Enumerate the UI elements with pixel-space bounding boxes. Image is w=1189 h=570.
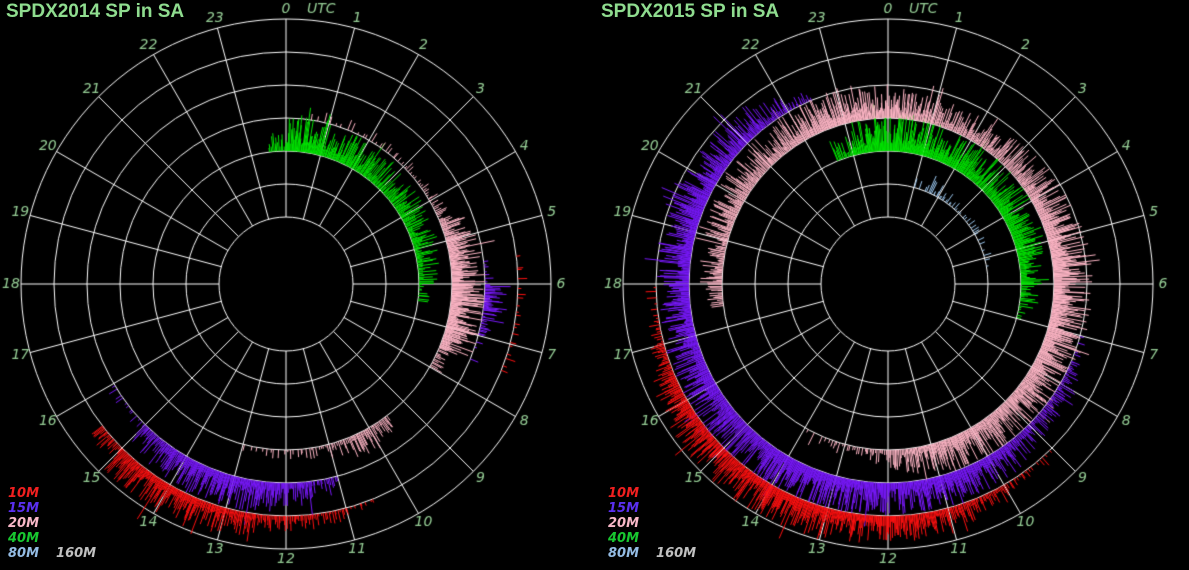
- legend-item-80m: 80M: [8, 546, 39, 561]
- legend-row: 80M 160M: [8, 546, 96, 561]
- legend-row: 80M 160M: [608, 546, 696, 561]
- legend-item-20m: 20M: [608, 516, 639, 531]
- legend-row: 15M: [8, 501, 96, 516]
- chart-title-2015: SPDX2015 SP in SA: [601, 1, 779, 23]
- legend-row: 40M: [8, 531, 96, 546]
- band-legend-2015: 10M15M20M40M80M 160M: [608, 486, 696, 561]
- legend-item-160m: 160M: [56, 546, 96, 561]
- band-legend-2014: 10M15M20M40M80M 160M: [8, 486, 96, 561]
- legend-item-10m: 10M: [608, 486, 639, 501]
- legend-item-20m: 20M: [8, 516, 39, 531]
- legend-item-40m: 40M: [608, 531, 639, 546]
- chart-title-2014: SPDX2014 SP in SA: [6, 1, 184, 23]
- legend-item-160m: 160M: [656, 546, 696, 561]
- polar-plot-canvas-2015: [595, 0, 1189, 570]
- legend-row: 20M: [608, 516, 696, 531]
- polar-plot-canvas-2014: [0, 0, 595, 570]
- legend-row: 40M: [608, 531, 696, 546]
- legend-item-80m: 80M: [608, 546, 639, 561]
- legend-item-40m: 40M: [8, 531, 39, 546]
- app-background: SPDX2014 SP in SA SPDX2015 SP in SA 10M1…: [0, 0, 1189, 570]
- legend-item-15m: 15M: [8, 501, 39, 516]
- legend-item-10m: 10M: [8, 486, 39, 501]
- legend-row: 20M: [8, 516, 96, 531]
- legend-row: 15M: [608, 501, 696, 516]
- legend-row: 10M: [8, 486, 96, 501]
- legend-row: 10M: [608, 486, 696, 501]
- legend-item-15m: 15M: [608, 501, 639, 516]
